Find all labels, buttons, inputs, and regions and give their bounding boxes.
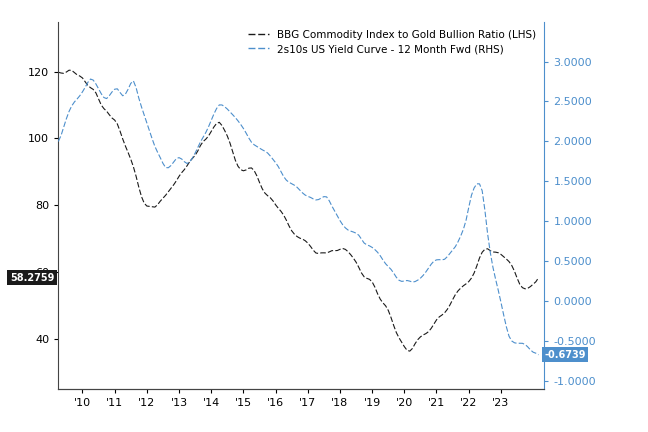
Legend: BBG Commodity Index to Gold Bullion Ratio (LHS), 2s10s US Yield Curve - 12 Month: BBG Commodity Index to Gold Bullion Rati… — [244, 27, 539, 57]
Text: -0.6739: -0.6739 — [544, 350, 586, 360]
Text: 58.2759: 58.2759 — [10, 273, 54, 283]
